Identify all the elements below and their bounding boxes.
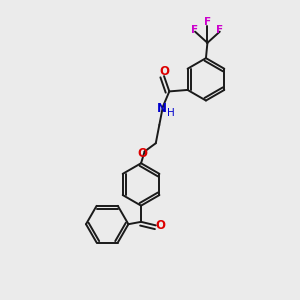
- Text: F: F: [216, 25, 223, 35]
- Text: O: O: [159, 65, 169, 78]
- Text: F: F: [191, 25, 199, 35]
- Text: F: F: [204, 17, 211, 27]
- Text: O: O: [138, 147, 148, 160]
- Text: O: O: [155, 219, 165, 232]
- Text: N: N: [157, 102, 167, 115]
- Text: H: H: [167, 108, 175, 118]
